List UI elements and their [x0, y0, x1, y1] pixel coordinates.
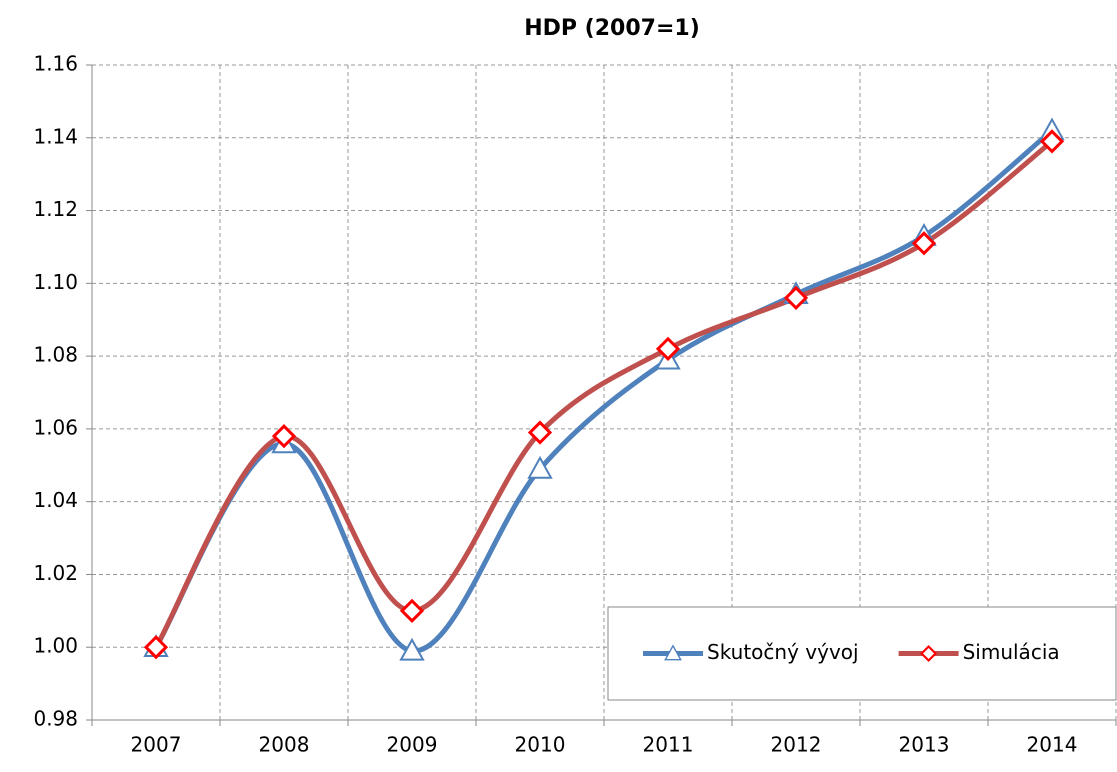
x-tick-label: 2011	[643, 733, 694, 757]
marker-diamond	[527, 420, 553, 445]
y-tick-label: 1.10	[33, 270, 78, 294]
marker-diamond	[1039, 129, 1065, 154]
y-tick-label: 1.08	[33, 343, 78, 367]
chart-title: HDP (2007=1)	[524, 16, 700, 41]
y-tick-label: 1.16	[33, 52, 78, 76]
y-tick-label: 1.06	[33, 415, 78, 439]
y-tick-label: 1.02	[33, 561, 78, 585]
marker-diamond	[399, 598, 425, 623]
y-tick-label: 1.12	[33, 197, 78, 221]
legend-label: Simulácia	[963, 640, 1060, 664]
x-tick-label: 2010	[515, 733, 566, 757]
marker-diamond	[655, 336, 681, 361]
marker-diamond	[911, 231, 937, 256]
marker-triangle	[527, 455, 553, 479]
y-tick-label: 1.14	[33, 124, 78, 148]
x-tick-label: 2012	[771, 733, 822, 757]
legend-marker	[664, 644, 682, 661]
x-tick-label: 2014	[1027, 733, 1078, 757]
x-tick-label: 2008	[259, 733, 310, 757]
marker-diamond	[143, 635, 169, 660]
y-tick-label: 1.00	[33, 634, 78, 658]
marker-diamond	[271, 424, 297, 449]
x-tick-label: 2009	[387, 733, 438, 757]
marker-triangle	[399, 637, 425, 661]
y-tick-label: 0.98	[33, 707, 78, 731]
x-tick-label: 2013	[899, 733, 950, 757]
legend-marker	[920, 645, 938, 662]
x-tick-label: 2007	[131, 733, 182, 757]
legend-label: Skutočný vývoj	[707, 640, 859, 664]
marker-diamond	[783, 285, 809, 311]
y-tick-label: 1.04	[33, 488, 78, 512]
